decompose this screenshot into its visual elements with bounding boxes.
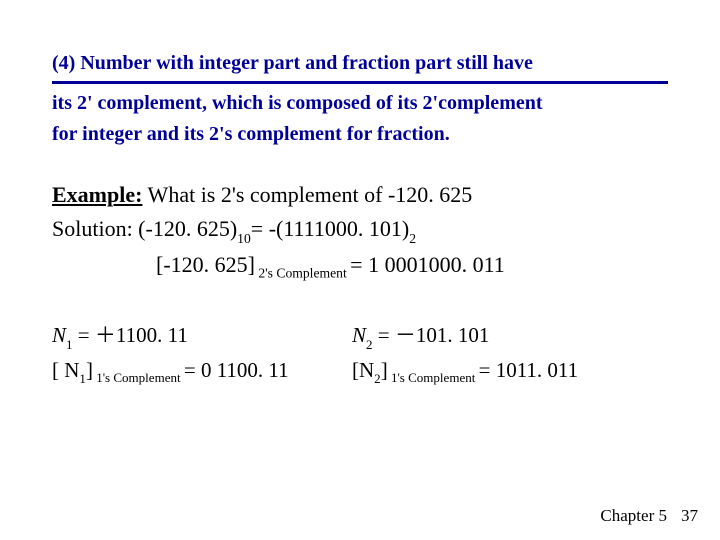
n2-var: N [352, 323, 366, 347]
n1-value: = ＋1100. 11 [73, 323, 188, 347]
heading-line-1: (4) Number with integer part and fractio… [52, 48, 668, 79]
n1-comp-sub: 1 [79, 371, 86, 386]
example-block: Example: What is 2's complement of -120.… [52, 178, 668, 283]
heading-block: (4) Number with integer part and fractio… [52, 48, 668, 150]
solution-mid: = -(1111000. 101) [251, 216, 409, 241]
solution-prefix: Solution: (-120. 625) [52, 216, 237, 241]
footer-chapter: Chapter 5 [600, 506, 667, 525]
heading-rule [52, 81, 668, 84]
result-prefix: [-120. 625] [156, 252, 255, 277]
n2-comp-label: 1's Complement [388, 370, 479, 385]
example-question: Example: What is 2's complement of -120.… [52, 178, 668, 212]
slide-footer: Chapter 5 37 [600, 506, 698, 526]
n2-comp-pre: [N [352, 358, 374, 382]
example-question-text: What is 2's complement of -120. 625 [142, 182, 472, 207]
n1-definition: N1 = ＋1100. 11 [52, 319, 352, 353]
example-label: Example: [52, 182, 142, 207]
result-line: [-120. 625] 2's Complement = 1 0001000. … [52, 248, 668, 284]
n1-comp-mid: ] [86, 358, 93, 382]
n2-complement: [N2] 1's Complement = 1011. 011 [352, 354, 578, 388]
n-definitions-row: N1 = ＋1100. 11 N2 = －101. 101 [52, 319, 668, 353]
n2-comp-mid: ] [381, 358, 388, 382]
result-subscript: 2's Complement [255, 265, 350, 280]
result-value: = 1 0001000. 011 [350, 252, 505, 277]
n1-complement: [ N1] 1's Complement = 0 1100. 11 [52, 354, 352, 388]
n1-sub: 1 [66, 337, 73, 352]
heading-line-2: its 2' complement, which is composed of … [52, 88, 668, 119]
footer-page: 37 [681, 506, 698, 525]
n2-comp-val: = 1011. 011 [479, 358, 579, 382]
heading-line-3: for integer and its 2's complement for f… [52, 119, 668, 150]
solution-line: Solution: (-120. 625)10= -(1111000. 101)… [52, 212, 668, 248]
n1-comp-val: = 0 1100. 11 [184, 358, 289, 382]
n2-comp-sub: 2 [374, 371, 381, 386]
solution-sub-10: 10 [237, 231, 251, 246]
n2-sub: 2 [366, 337, 373, 352]
n2-value: = －101. 101 [373, 323, 490, 347]
n1-comp-pre: [ N [52, 358, 79, 382]
n1-var: N [52, 323, 66, 347]
n1-comp-label: 1's Complement [93, 370, 184, 385]
n-problems-block: N1 = ＋1100. 11 N2 = －101. 101 [ N1] 1's … [52, 319, 668, 388]
solution-sub-2: 2 [409, 231, 416, 246]
n-complements-row: [ N1] 1's Complement = 0 1100. 11 [N2] 1… [52, 354, 668, 388]
n2-definition: N2 = －101. 101 [352, 319, 489, 353]
